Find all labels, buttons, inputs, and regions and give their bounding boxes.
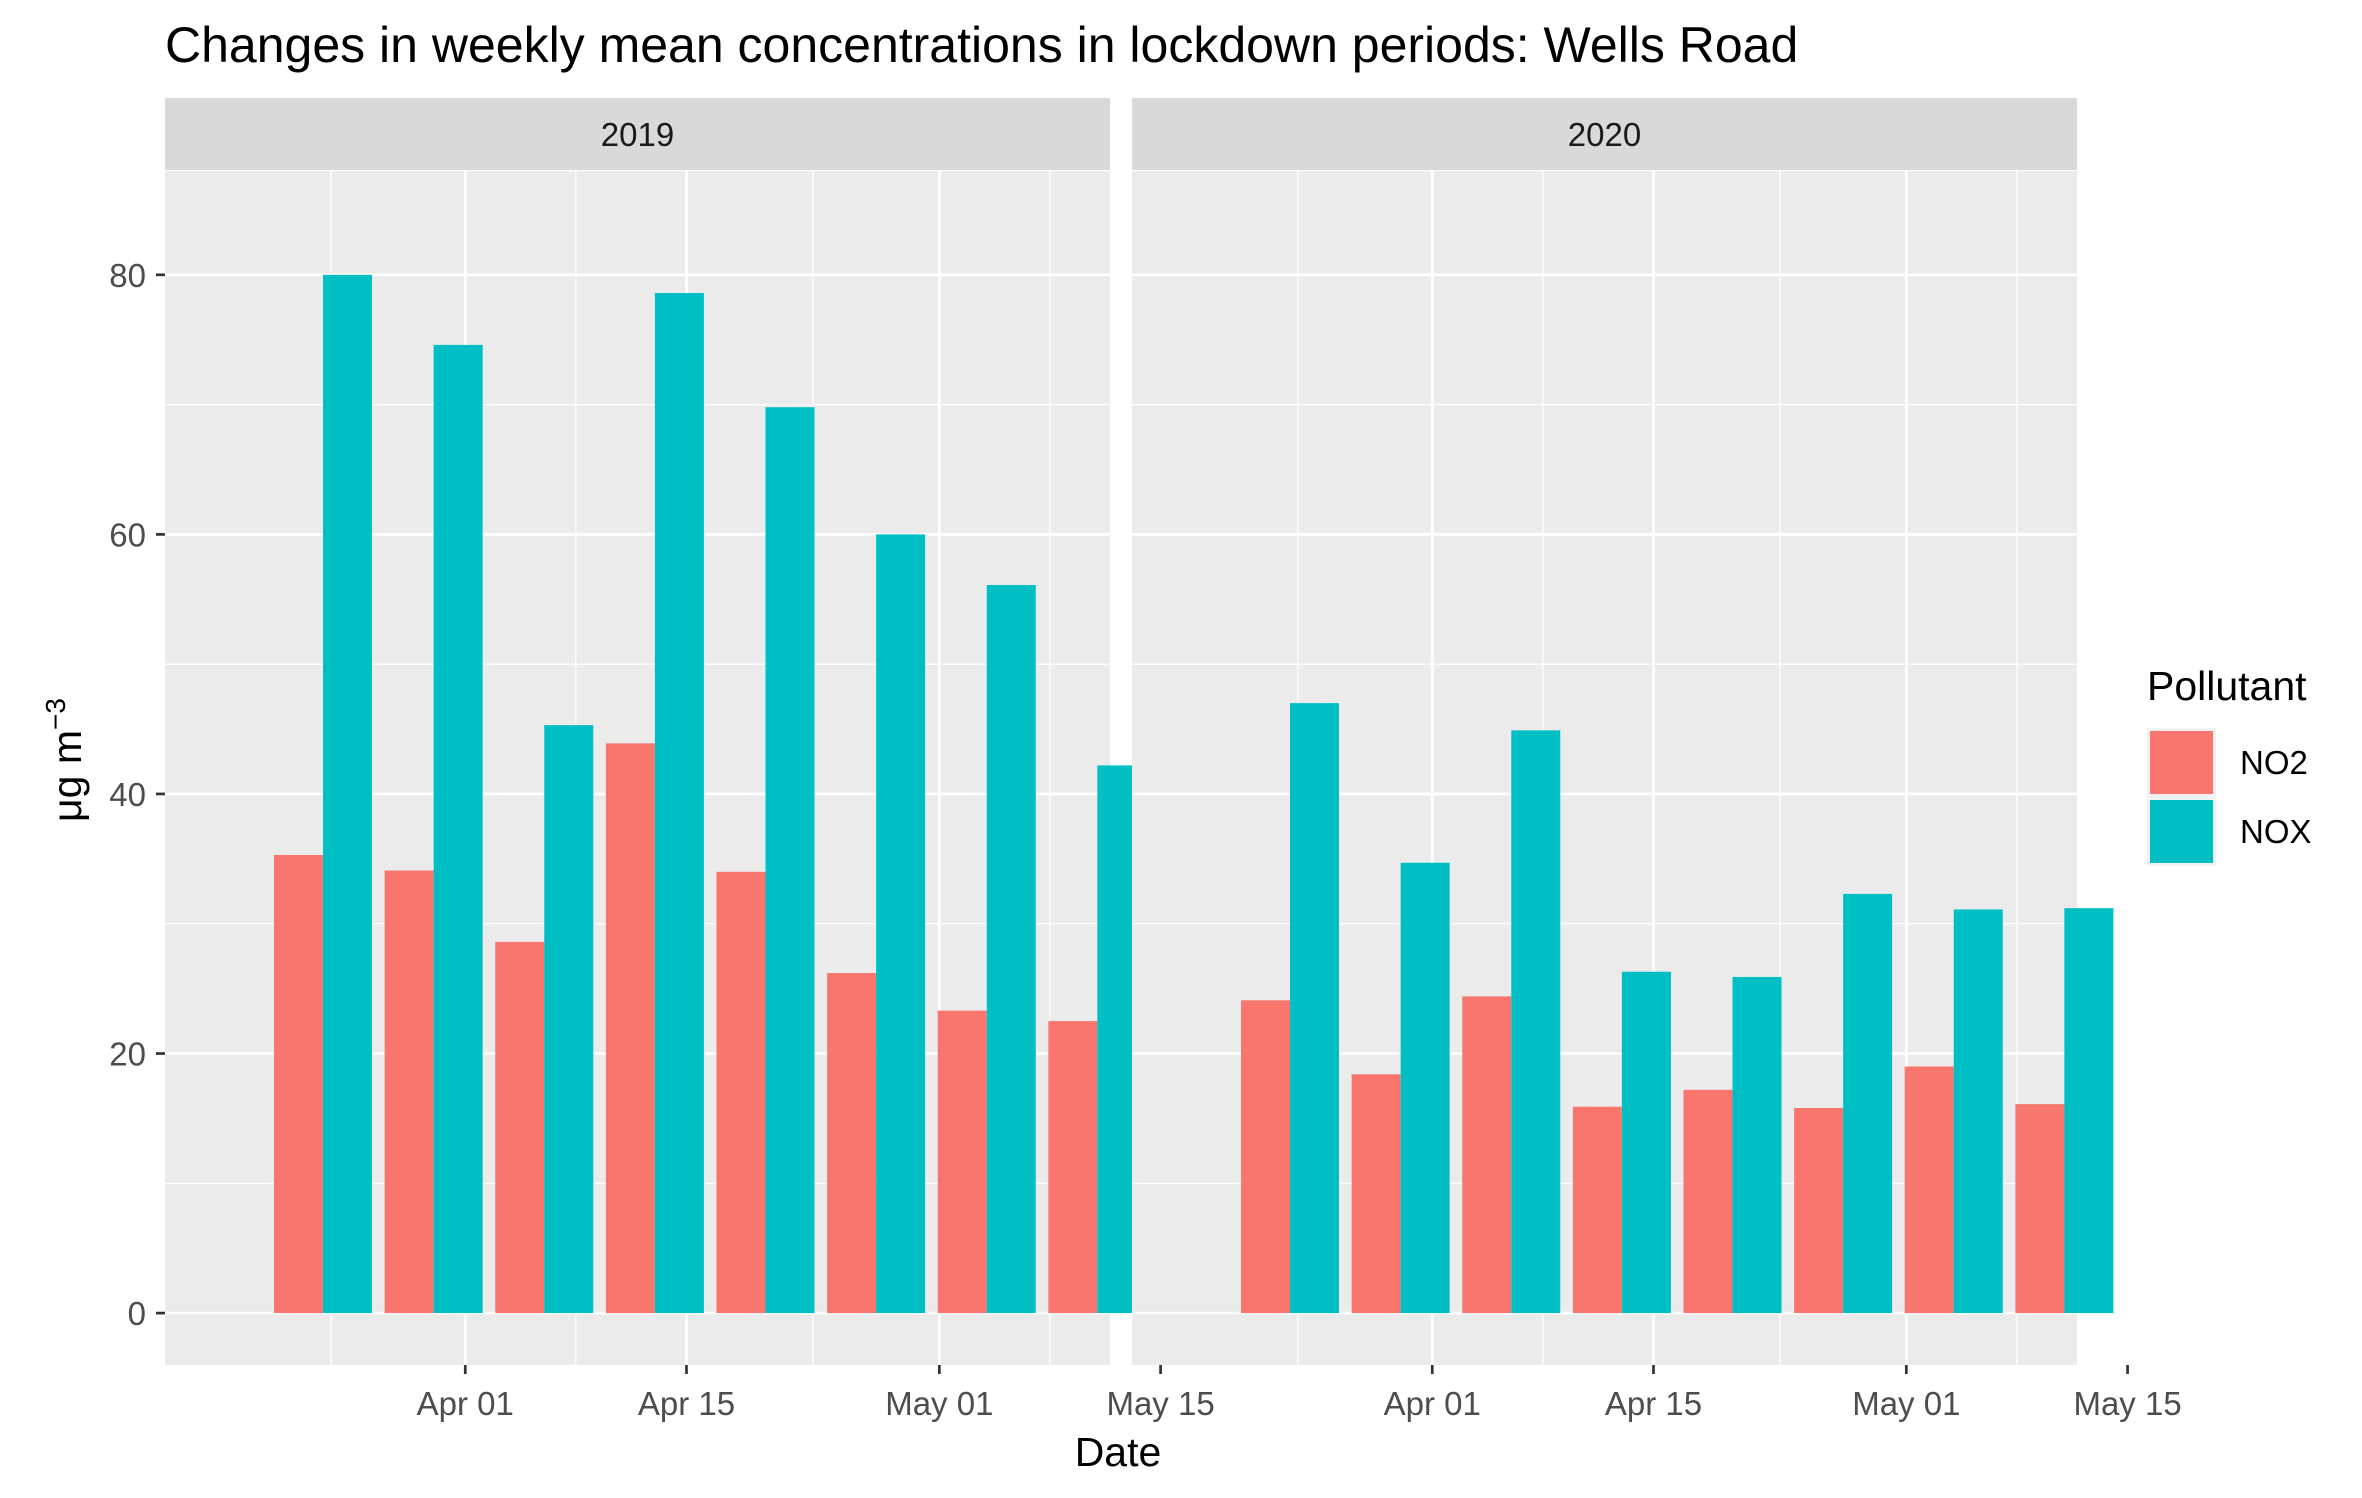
y-tick-label: 60 — [109, 516, 146, 553]
bar-no2 — [1794, 1108, 1844, 1314]
bar-nox — [1843, 893, 1893, 1314]
x-tick-label: May 01 — [1852, 1385, 1960, 1422]
facet-panel-2020: 2020 Apr 01 Apr 15 May 01 May 15 — [1132, 98, 2182, 1422]
facet-strip — [165, 98, 1110, 170]
x-axis-title: Date — [1075, 1429, 1162, 1475]
legend-title: Pollutant — [2147, 663, 2307, 709]
chart-title: Changes in weekly mean concentrations in… — [165, 17, 1798, 73]
bar-no2 — [495, 941, 545, 1314]
legend-key-no2 — [2150, 731, 2213, 794]
bar-nox — [986, 585, 1036, 1314]
bar-no2 — [1351, 1074, 1401, 1314]
facet-panel-2019: 2019 Apr 01 Apr 15 May 01 May 15 — [165, 98, 1215, 1422]
x-tick-label: Apr 15 — [638, 1385, 735, 1422]
facet-strip-label: 2019 — [601, 116, 674, 153]
bar-nox — [654, 292, 704, 1314]
bar-nox — [544, 725, 594, 1314]
legend-label-no2: NO2 — [2240, 744, 2308, 781]
y-tick-label: 20 — [109, 1036, 146, 1073]
x-tick-label: Apr 01 — [417, 1385, 514, 1422]
x-tick-label: May 15 — [1106, 1385, 1214, 1422]
bar-nox — [765, 407, 815, 1314]
legend: Pollutant NO2 NOX — [2147, 663, 2312, 866]
bar-nox — [323, 274, 373, 1314]
bar-no2 — [937, 1010, 987, 1314]
bar-no2 — [1241, 1000, 1291, 1314]
legend-label-nox: NOX — [2240, 813, 2312, 850]
bar-nox — [1290, 703, 1340, 1314]
bar-nox — [2064, 908, 2114, 1314]
y-axis-title-superscript: −3 — [40, 698, 71, 730]
bar-nox — [1400, 862, 1450, 1314]
x-tick-label: Apr 15 — [1605, 1385, 1702, 1422]
bar-no2 — [384, 870, 434, 1314]
bar-nox — [433, 344, 483, 1314]
y-axis: 0 20 40 60 80 — [109, 257, 165, 1332]
bar-no2 — [827, 973, 877, 1314]
legend-key-nox — [2150, 800, 2213, 863]
x-tick-label: Apr 01 — [1384, 1385, 1481, 1422]
bar-no2 — [2015, 1104, 2065, 1314]
y-axis-title-group: μg m−3 — [40, 698, 90, 822]
bar-no2 — [1048, 1021, 1098, 1314]
facet-panels: 2019 Apr 01 Apr 15 May 01 May 15 2020 Apr 01 Ap… — [165, 98, 2182, 1422]
y-tick-label: 80 — [109, 257, 146, 294]
bar-nox — [1732, 976, 1782, 1314]
bar-nox — [1953, 909, 2003, 1314]
bar-no2 — [716, 871, 766, 1314]
x-tick-label: May 01 — [885, 1385, 993, 1422]
bar-no2 — [1904, 1066, 1954, 1314]
bar-no2 — [605, 743, 655, 1314]
facet-strip-label: 2020 — [1568, 116, 1641, 153]
bar-no2 — [1462, 996, 1512, 1314]
y-axis-title-main: μg m — [44, 730, 90, 822]
bar-no2 — [1572, 1106, 1622, 1314]
bar-nox — [1511, 730, 1561, 1314]
bar-no2 — [274, 854, 324, 1314]
facet-strip — [1132, 98, 2077, 170]
y-tick-label: 0 — [128, 1295, 146, 1332]
bar-nox — [876, 534, 926, 1314]
y-tick-label: 40 — [109, 776, 146, 813]
y-axis-title: μg m−3 — [40, 698, 90, 822]
bar-no2 — [1683, 1089, 1733, 1314]
bar-nox — [1621, 971, 1671, 1314]
x-tick-label: May 15 — [2073, 1385, 2181, 1422]
